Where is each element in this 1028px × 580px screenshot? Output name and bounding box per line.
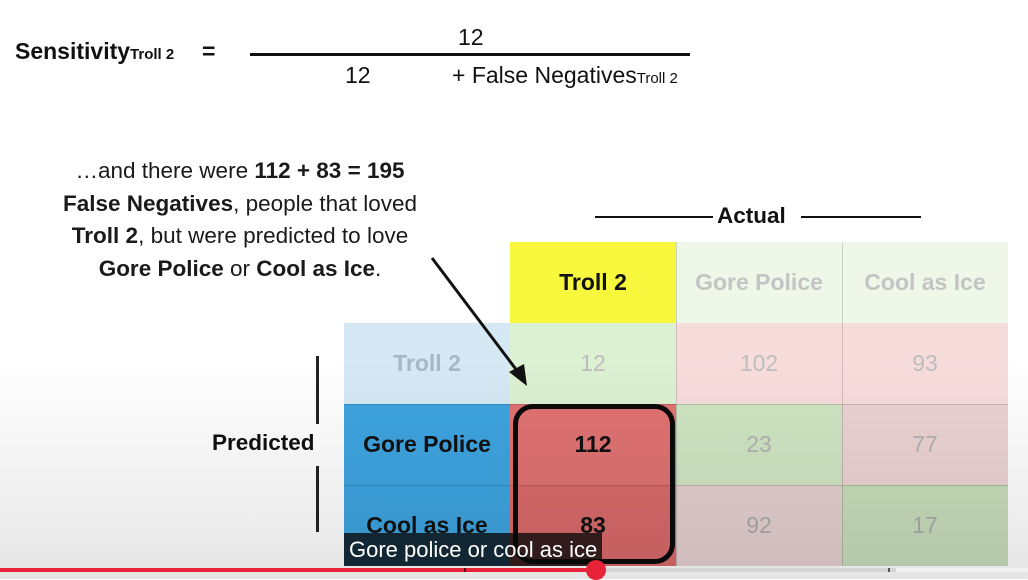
fraction-line <box>250 53 690 56</box>
col-header-troll2: Troll 2 <box>510 242 676 323</box>
row-header-gorepolice: Gore Police <box>344 404 510 485</box>
row-header-troll2: Troll 2 <box>344 323 510 404</box>
formula-denominator-subscript: Troll 2 <box>636 70 678 87</box>
actual-label: Actual <box>717 203 786 228</box>
col-header-gorepolice: Gore Police <box>676 242 842 323</box>
grid-line-horizontal <box>344 485 1008 486</box>
cell-coolasice-coolasice: 17 <box>842 485 1008 566</box>
predicted-label: Predicted <box>212 430 315 455</box>
predicted-bracket-top <box>316 356 319 424</box>
actual-line-left <box>595 216 713 218</box>
predicted-bracket-bottom <box>316 466 319 532</box>
explanation-text: …and there were 112 + 83 = 195 False Nega… <box>63 158 417 281</box>
movie-coolasice-text: Cool as Ice <box>256 255 376 281</box>
cell-troll2-troll2: 12 <box>510 323 676 404</box>
movie-gorepolice-text: Gore Police <box>98 255 224 281</box>
formula-numerator: 12 <box>458 24 484 50</box>
grid-line-vertical <box>842 242 843 566</box>
subtitle-caption: Gore police or cool as ice <box>344 533 603 566</box>
cell-troll2-gorepolice: 102 <box>676 323 842 404</box>
grid-line-vertical <box>676 242 677 566</box>
progress-scrubber-handle[interactable] <box>586 560 606 580</box>
actual-line-right <box>801 216 921 218</box>
formula-denominator-false-negatives: + False NegativesTroll 2 <box>452 62 678 88</box>
cell-gorepolice-coolasice: 77 <box>842 404 1008 485</box>
progress-bar-played <box>0 568 596 572</box>
formula-denominator-value: 12 <box>345 62 371 88</box>
false-negatives-text: False Negatives <box>63 190 234 216</box>
sum-text: 112 + 83 = 195 <box>254 158 405 183</box>
chapter-marker <box>888 568 890 572</box>
cell-coolasice-gorepolice: 92 <box>676 485 842 566</box>
formula-equals: = <box>202 38 216 64</box>
grid-line-horizontal <box>344 404 1008 405</box>
col-header-coolasice: Cool as Ice <box>842 242 1008 323</box>
chapter-marker <box>464 568 466 572</box>
formula-label-subscript: Troll 2 <box>130 46 175 63</box>
cell-gorepolice-gorepolice: 23 <box>676 404 842 485</box>
formula-label: SensitivityTroll 2 <box>15 38 175 64</box>
movie-troll2-text: Troll 2 <box>71 223 139 248</box>
cell-gorepolice-troll2: 112 <box>510 404 676 485</box>
cell-troll2-coolasice: 93 <box>842 323 1008 404</box>
